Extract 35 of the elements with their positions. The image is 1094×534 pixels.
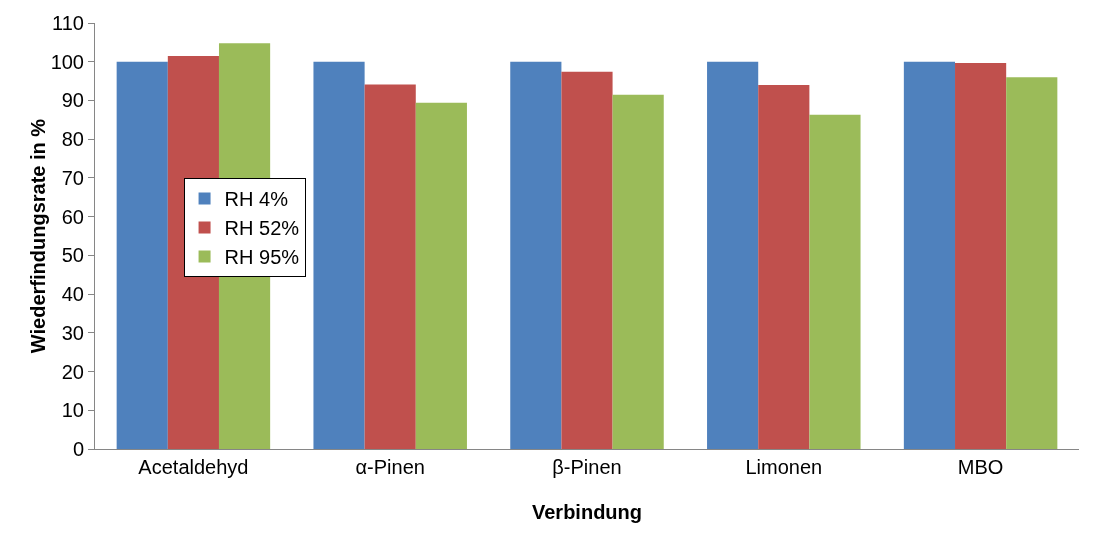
y-tick-label: 50 <box>61 244 84 267</box>
bar <box>758 84 810 449</box>
bar <box>955 62 1007 449</box>
x-tick-label: β-Pinen <box>552 456 622 478</box>
legend-label: RH 95% <box>224 246 300 269</box>
x-tick-label: MBO <box>957 456 1004 478</box>
bar <box>364 84 416 449</box>
bar <box>612 94 664 449</box>
bar <box>561 71 613 449</box>
y-tick-label: 110 <box>52 12 84 34</box>
legend-label: RH 4% <box>224 188 289 211</box>
y-tick-label: 40 <box>61 283 84 306</box>
x-tick-label: α-Pinen <box>355 456 425 478</box>
y-tick-label: 60 <box>61 205 84 228</box>
legend-label: RH 52% <box>224 217 300 240</box>
bar <box>903 61 956 449</box>
bar <box>313 61 365 449</box>
y-tick-label: 70 <box>61 166 84 189</box>
y-tick-label: 0 <box>72 438 84 460</box>
bar <box>510 61 562 449</box>
bar <box>809 114 861 449</box>
x-axis-title: Verbindung <box>532 501 642 523</box>
y-tick-label: 80 <box>61 128 84 151</box>
y-tick-label: 20 <box>61 360 84 383</box>
bar <box>1006 77 1058 449</box>
y-tick-label: 30 <box>61 321 84 344</box>
x-tick-label: Acetaldehyd <box>138 456 249 478</box>
y-tick-label: 10 <box>61 399 84 422</box>
bar <box>415 102 467 449</box>
y-tick-label: 90 <box>61 89 84 112</box>
bar <box>116 61 168 449</box>
bar <box>707 61 759 449</box>
y-axis-title: Wiederfindungsrate in % <box>27 118 49 354</box>
x-tick-label: Limonen <box>745 456 823 478</box>
y-tick-label: 100 <box>50 50 84 73</box>
